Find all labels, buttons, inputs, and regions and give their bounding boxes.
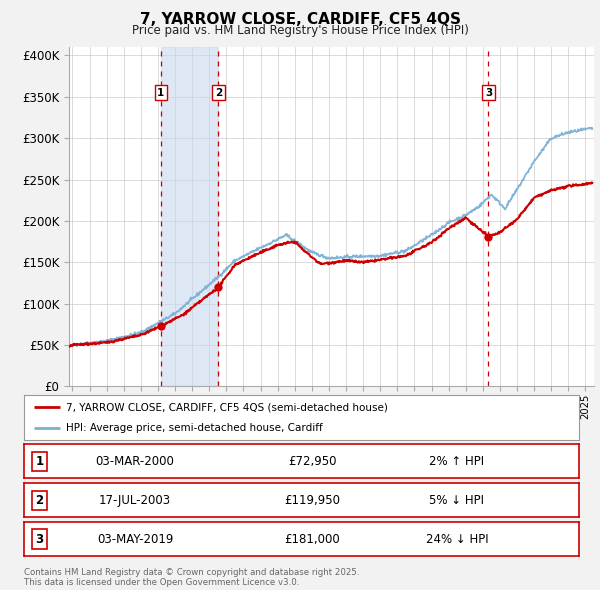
Text: £72,950: £72,950 [289,455,337,468]
Text: Contains HM Land Registry data © Crown copyright and database right 2025.
This d: Contains HM Land Registry data © Crown c… [24,568,359,587]
Text: 2: 2 [35,494,44,507]
Text: Price paid vs. HM Land Registry's House Price Index (HPI): Price paid vs. HM Land Registry's House … [131,24,469,37]
Text: 1: 1 [35,455,44,468]
Text: 5% ↓ HPI: 5% ↓ HPI [430,494,484,507]
Text: 3: 3 [35,533,44,546]
Text: 1: 1 [157,88,164,98]
Text: 7, YARROW CLOSE, CARDIFF, CF5 4QS (semi-detached house): 7, YARROW CLOSE, CARDIFF, CF5 4QS (semi-… [65,402,388,412]
Text: 2% ↑ HPI: 2% ↑ HPI [430,455,484,468]
Text: 3: 3 [485,88,492,98]
Bar [161,47,218,386]
Text: £181,000: £181,000 [285,533,340,546]
Text: 17-JUL-2003: 17-JUL-2003 [99,494,171,507]
Text: £119,950: £119,950 [284,494,341,507]
Text: HPI: Average price, semi-detached house, Cardiff: HPI: Average price, semi-detached house,… [65,422,322,432]
Text: 7, YARROW CLOSE, CARDIFF, CF5 4QS: 7, YARROW CLOSE, CARDIFF, CF5 4QS [139,12,461,27]
Text: 03-MAY-2019: 03-MAY-2019 [97,533,173,546]
Text: 2: 2 [215,88,222,98]
Text: 03-MAR-2000: 03-MAR-2000 [95,455,175,468]
Text: 24% ↓ HPI: 24% ↓ HPI [425,533,488,546]
